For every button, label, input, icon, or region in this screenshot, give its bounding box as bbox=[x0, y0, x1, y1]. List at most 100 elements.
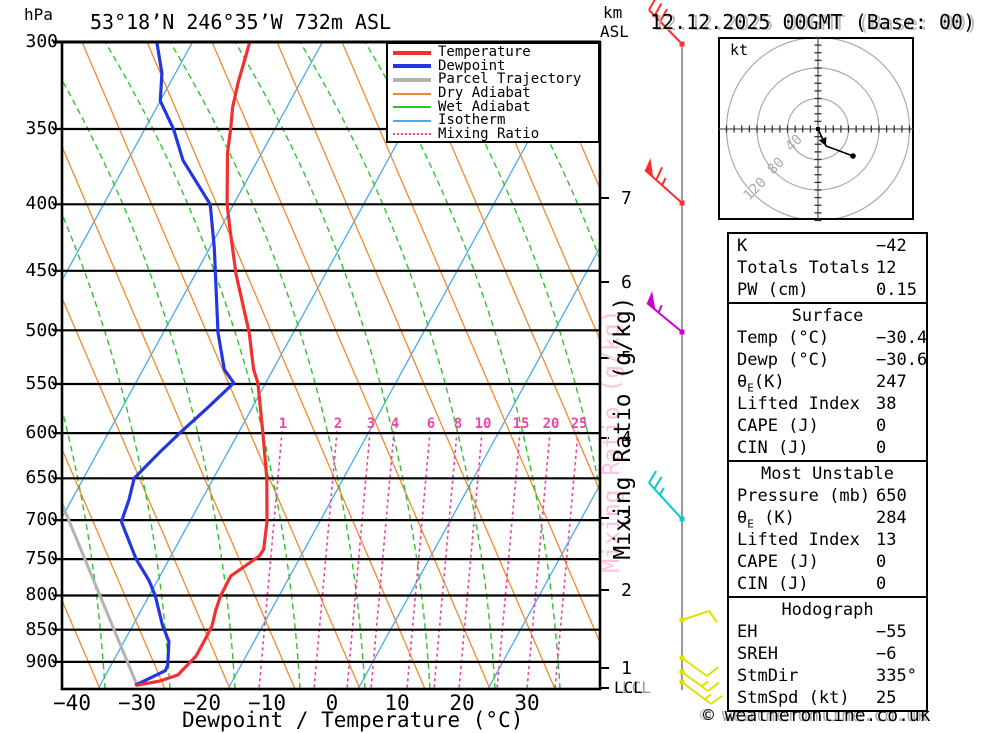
dewpoint-line-sample bbox=[393, 64, 431, 69]
pressure-tick-550: 550 bbox=[25, 373, 58, 394]
legend-item-mixing-ratio: Mixing Ratio bbox=[388, 125, 598, 142]
pressure-tick-700: 700 bbox=[25, 509, 58, 530]
table-row: CAPE (J) 0 bbox=[737, 552, 887, 572]
hodograph-axis-ticks bbox=[725, 36, 911, 222]
temp-tick-m30: −30 bbox=[118, 691, 156, 715]
wind-barb-column bbox=[644, 0, 723, 705]
lcl-marker-label: LCL bbox=[614, 678, 643, 697]
legend-item-wet-adiabat: Wet Adiabat bbox=[388, 100, 598, 114]
mixing-ratio-label-6: 6 bbox=[426, 416, 436, 432]
table-row: EH −55 bbox=[737, 622, 907, 642]
table-row: Pressure (mb) 650 bbox=[737, 486, 907, 506]
legend-label: Mixing Ratio bbox=[438, 125, 540, 142]
mixing-ratio-label-4: 4 bbox=[390, 416, 400, 432]
skewt-background-isopleths bbox=[62, 42, 600, 689]
temp-tick-m10: −10 bbox=[248, 691, 286, 715]
hodograph-panel: 120 80 40 bbox=[718, 36, 914, 222]
temp-tick-0: 0 bbox=[325, 691, 339, 715]
km-tick-1: 1 bbox=[621, 658, 632, 679]
table-row: Lifted Index 13 bbox=[737, 530, 897, 550]
pressure-tick-500: 500 bbox=[25, 320, 58, 341]
mixing-ratio-label-20: 20 bbox=[542, 416, 560, 432]
mixing-ratio-label-2: 2 bbox=[333, 416, 343, 432]
km-tick-6: 6 bbox=[621, 272, 632, 293]
legend-label: Dewpoint bbox=[438, 57, 506, 74]
km-tick-3: 3 bbox=[621, 508, 632, 529]
height-axis-unit-asl: ASL bbox=[600, 22, 629, 41]
table-row-theta-e: θE(K) 247 bbox=[737, 372, 907, 395]
table-row: CIN (J) 0 bbox=[737, 438, 887, 458]
table-row: CIN (J) 0 bbox=[737, 574, 887, 594]
hodograph-unit-label: kt bbox=[730, 41, 749, 59]
table-row-theta-e: θE (K) 284 bbox=[737, 508, 907, 531]
wet-adiabat-line-sample bbox=[393, 106, 431, 109]
km-tick-7: 7 bbox=[621, 188, 632, 209]
mixing-ratio-label-15: 15 bbox=[512, 416, 530, 432]
pressure-tick-350: 350 bbox=[25, 118, 58, 139]
most-unstable-table-header: Most Unstable bbox=[760, 464, 895, 484]
table-row: StmSpd (kt) 25 bbox=[737, 688, 897, 708]
dry-adiabat-line-sample bbox=[393, 92, 431, 95]
mixing-ratio-label-8: 8 bbox=[453, 416, 463, 432]
station-title: 53°18’N 246°35’W 732m ASL bbox=[90, 10, 392, 34]
surface-table-header: Surface bbox=[791, 306, 864, 326]
table-row: Totals Totals 12 bbox=[737, 258, 897, 278]
pressure-tick-800: 800 bbox=[25, 584, 58, 605]
legend-item-temperature: Temperature bbox=[388, 44, 598, 61]
temp-tick-30: 30 bbox=[514, 691, 540, 715]
pressure-axis-unit: hPa bbox=[24, 5, 53, 24]
pressure-tick-400: 400 bbox=[25, 193, 58, 214]
pressure-tick-750: 750 bbox=[25, 548, 58, 569]
isotherm-line-sample bbox=[393, 119, 431, 122]
legend-label: Temperature bbox=[438, 44, 531, 61]
table-row: CAPE (J) 0 bbox=[737, 416, 887, 436]
legend-label: Isotherm bbox=[438, 112, 506, 129]
indices-table: K −42 Totals Totals 12 PW (cm) 0.15 bbox=[727, 232, 928, 304]
mixing-ratio-label-1: 1 bbox=[278, 416, 288, 432]
dewpoint-curve bbox=[119, 42, 236, 687]
mixing-ratio-label-10: 10 bbox=[474, 416, 492, 432]
plot-border bbox=[60, 40, 602, 691]
sounding-stats-panel: K −42 Totals Totals 12 PW (cm) 0.15 Surface… bbox=[727, 232, 928, 712]
storm-motion-arrow bbox=[818, 137, 827, 146]
parcel-line-sample bbox=[393, 77, 431, 82]
pressure-tick-900: 900 bbox=[25, 651, 58, 672]
run-date-label: 12.12.2025 00GMT (Base: 00) bbox=[650, 10, 976, 34]
table-row: Temp (°C) −30.4 bbox=[737, 328, 928, 348]
temp-tick-10: 10 bbox=[384, 691, 410, 715]
pressure-tick-450: 450 bbox=[25, 260, 58, 281]
mixing-ratio-line-sample bbox=[393, 133, 431, 136]
km-tick-2: 2 bbox=[621, 580, 632, 601]
mixing-ratio-label-3: 3 bbox=[366, 416, 376, 432]
legend-item-dry-adiabat: Dry Adiabat bbox=[388, 85, 598, 102]
surface-table: Surface Temp (°C) −30.4 Dewp (°C) −30.6 θE… bbox=[727, 302, 928, 462]
height-axis-unit-km: km bbox=[603, 3, 623, 22]
hodograph-table: Hodograph EH −55 SREH −6 StmDir 335° StmSpd… bbox=[727, 596, 928, 712]
legend-label: Parcel Trajectory bbox=[438, 71, 582, 88]
pressure-tick-600: 600 bbox=[25, 422, 58, 443]
hodograph-origin-dot bbox=[816, 127, 820, 131]
table-row: StmDir 335° bbox=[737, 666, 917, 686]
pressure-tick-650: 650 bbox=[25, 467, 58, 488]
mixing-ratio-axis-label: Mixing Ratio (g/kg) bbox=[610, 296, 636, 560]
legend-label: Dry Adiabat bbox=[438, 85, 531, 102]
table-row: SREH −6 bbox=[737, 644, 897, 664]
table-row: PW (cm) 0.15 bbox=[737, 280, 917, 300]
pressure-tick-300: 300 bbox=[25, 31, 58, 52]
temp-tick-20: 20 bbox=[449, 691, 475, 715]
table-row: Lifted Index 38 bbox=[737, 394, 897, 414]
hodograph-table-header: Hodograph bbox=[781, 600, 874, 620]
temperature-line-sample bbox=[393, 50, 431, 55]
hodograph-trace-end-dot bbox=[850, 153, 856, 159]
temp-tick-m40: −40 bbox=[53, 691, 91, 715]
temp-tick-m20: −20 bbox=[183, 691, 221, 715]
mixing-ratio-label-25: 25 bbox=[570, 416, 588, 432]
km-tick-4: 4 bbox=[621, 428, 632, 449]
legend-item-dewpoint: Dewpoint bbox=[388, 57, 598, 74]
pressure-tick-850: 850 bbox=[25, 619, 58, 640]
legend-item-parcel: Parcel Trajectory bbox=[388, 71, 598, 88]
x-axis-title: Dewpoint / Temperature (°C) bbox=[182, 708, 524, 732]
most-unstable-table: Most Unstable Pressure (mb) 650 θE (K) 284… bbox=[727, 460, 928, 598]
